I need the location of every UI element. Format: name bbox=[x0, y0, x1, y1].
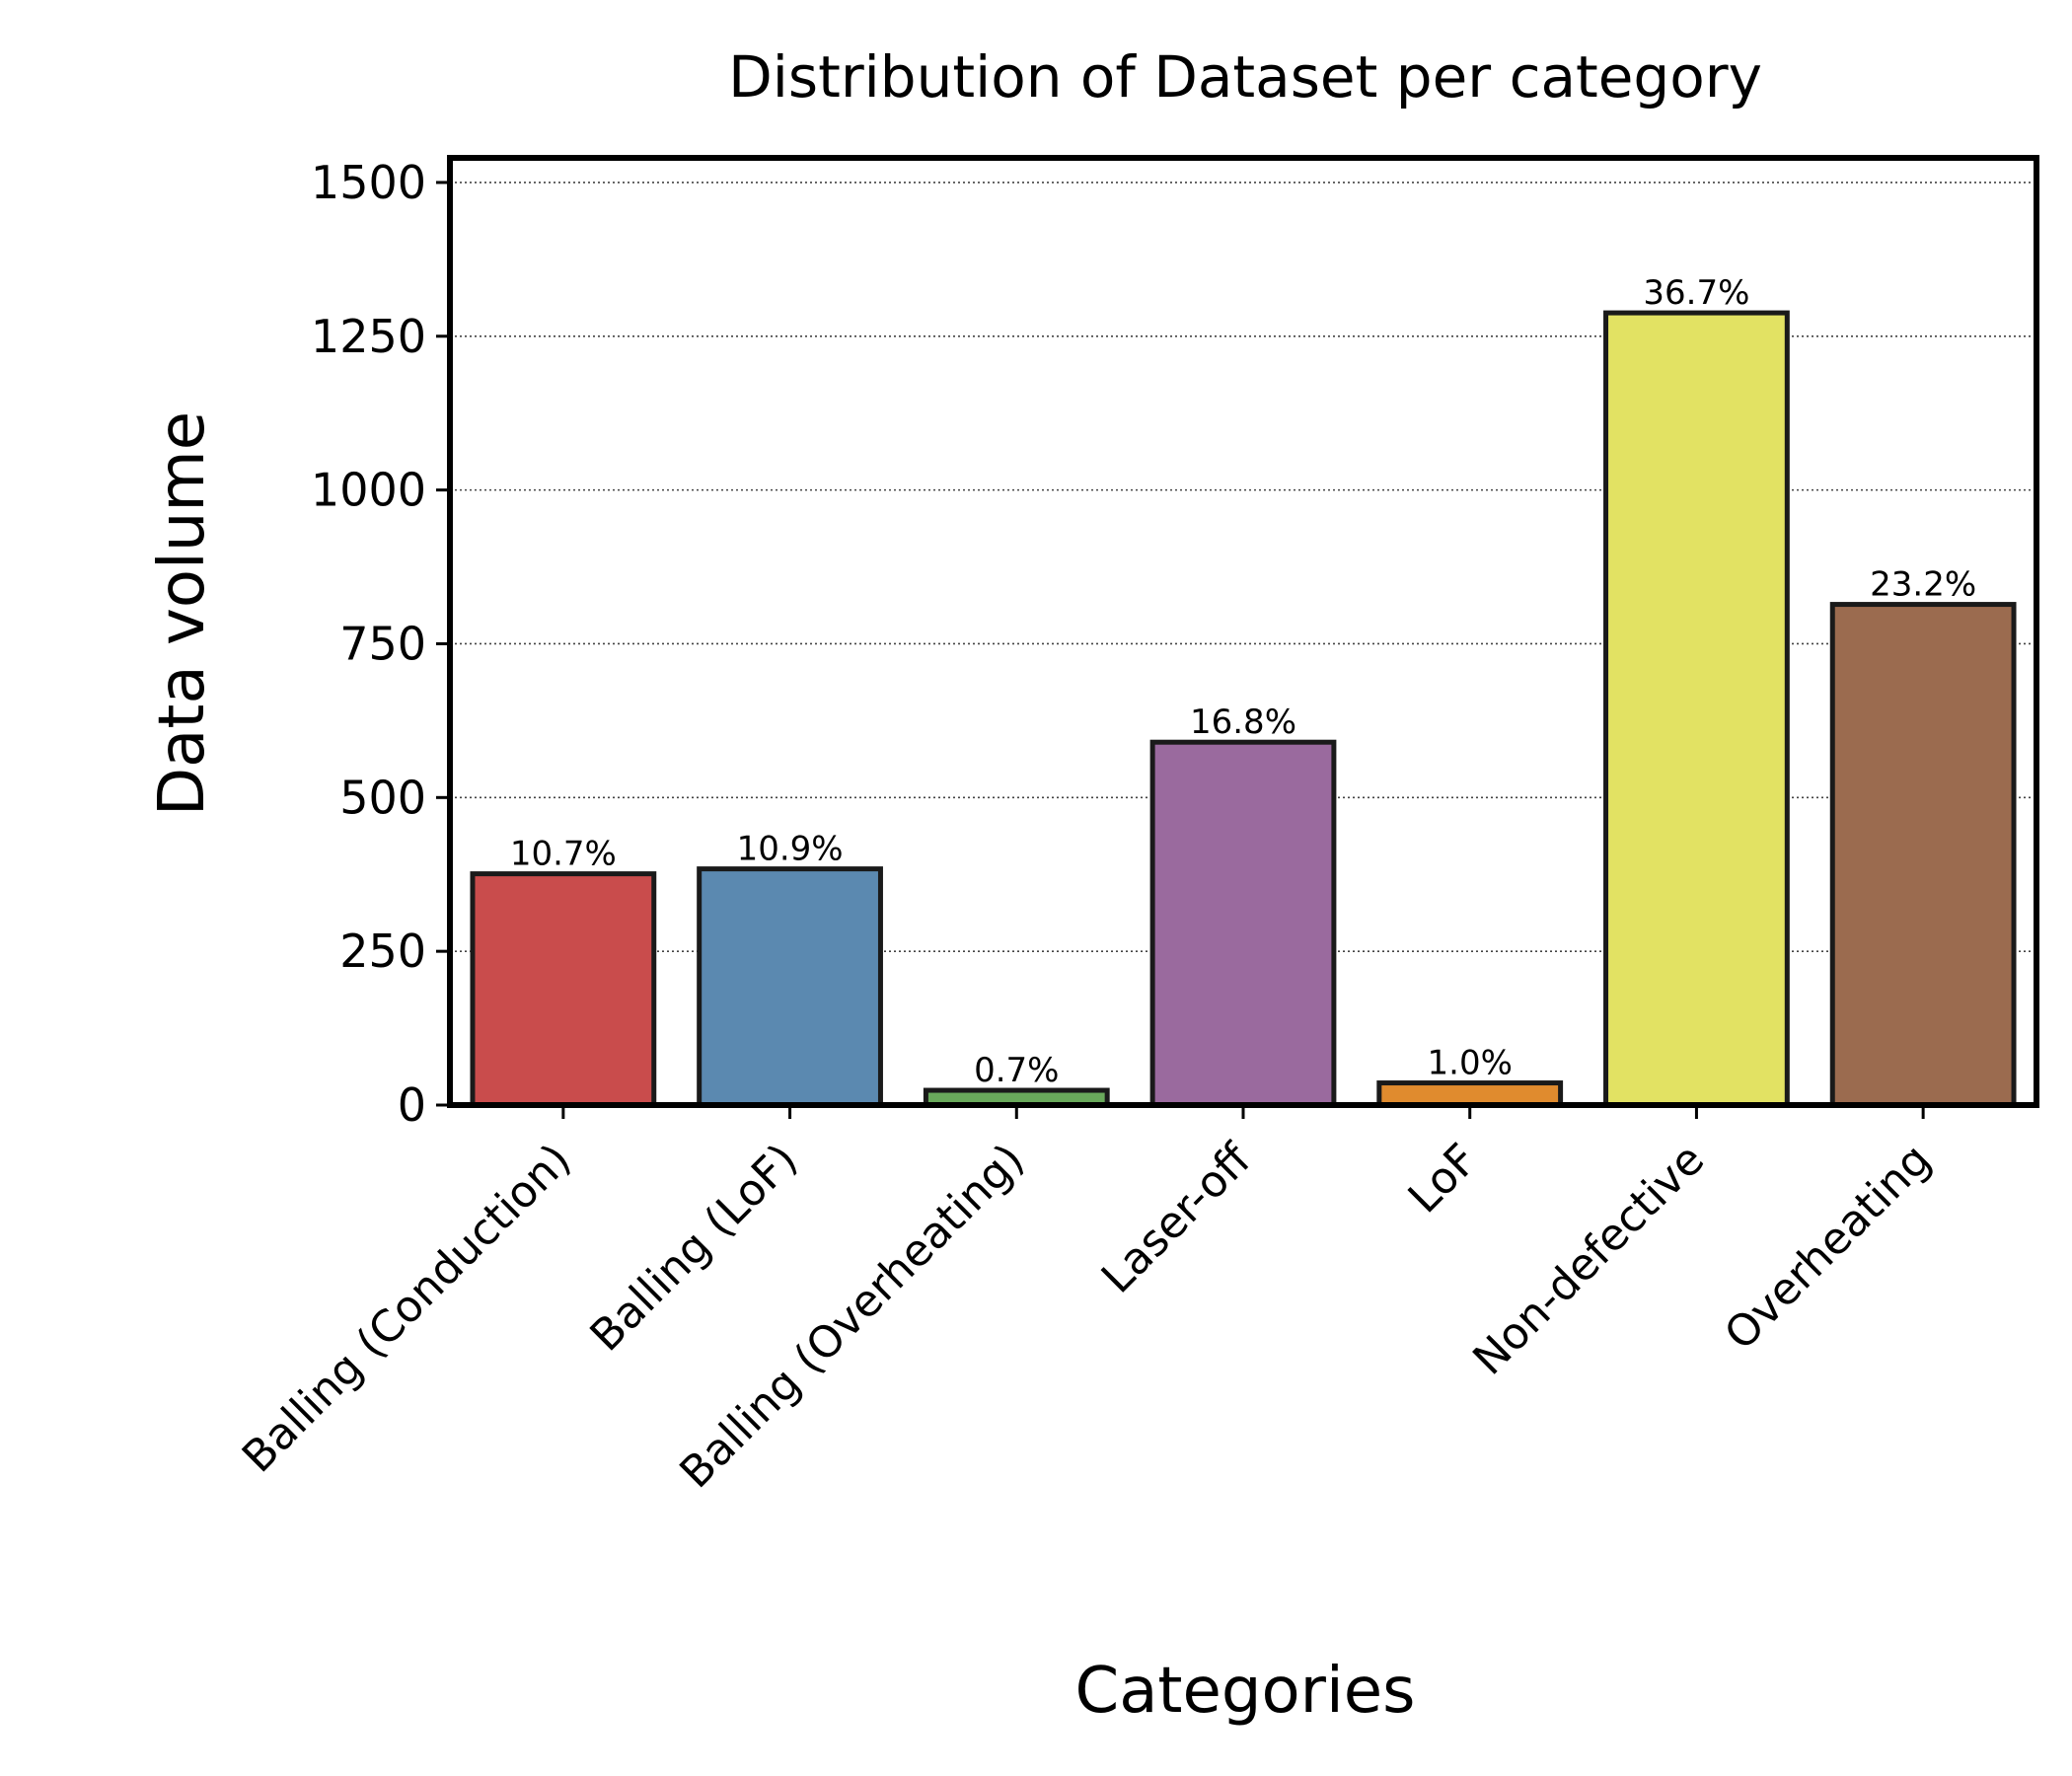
plot-frame bbox=[447, 155, 2039, 1108]
chart-title: Distribution of Dataset per category bbox=[728, 43, 1762, 111]
bar-balling-conduction bbox=[470, 871, 657, 1108]
data-label: 36.7% bbox=[1643, 273, 1749, 313]
bars bbox=[470, 310, 2017, 1108]
x-axis-ticks: Balling (Conduction) Balling (LoF)Balling… bbox=[233, 1105, 1941, 1498]
y-axis-label: Data volume bbox=[146, 411, 219, 816]
bar-non-defective bbox=[1603, 310, 1790, 1108]
x-tick-label: Laser-off bbox=[1092, 1134, 1262, 1303]
data-label: 23.2% bbox=[1870, 565, 1976, 605]
data-label: 10.9% bbox=[737, 830, 844, 869]
y-tick-label: 1500 bbox=[311, 156, 426, 209]
data-labels: 10.7% 10.9% 0.7% 16.8% 1.0% 36.7% 23.2% bbox=[510, 273, 1976, 1090]
data-label: 0.7% bbox=[974, 1051, 1059, 1090]
y-tick-label: 750 bbox=[339, 617, 426, 670]
x-tick-label: Overheating bbox=[1715, 1135, 1941, 1361]
y-axis-ticks: 0 250 500 750 1000 1250 1500 bbox=[311, 156, 450, 1132]
x-tick-label: LoF bbox=[1399, 1135, 1488, 1223]
bar-lof bbox=[1376, 1080, 1564, 1108]
data-label: 1.0% bbox=[1428, 1044, 1513, 1083]
y-tick-label: 1000 bbox=[311, 464, 426, 517]
y-tick-label: 500 bbox=[339, 771, 426, 824]
y-tick-label: 250 bbox=[339, 925, 426, 978]
data-label: 10.7% bbox=[510, 835, 617, 874]
bar-laser-off bbox=[1149, 739, 1337, 1108]
y-tick-label: 1250 bbox=[311, 310, 426, 363]
bar-overheating bbox=[1829, 602, 2017, 1108]
y-tick-label: 0 bbox=[398, 1078, 426, 1132]
x-tick-label: Non-defective bbox=[1463, 1135, 1714, 1385]
x-axis-label: Categories bbox=[1075, 1655, 1416, 1728]
x-tick-label: Balling (Conduction) bbox=[233, 1135, 581, 1483]
x-tick-label: Balling (LoF) bbox=[581, 1135, 808, 1362]
bar-balling-lof bbox=[697, 866, 883, 1108]
data-label: 16.8% bbox=[1190, 703, 1296, 742]
